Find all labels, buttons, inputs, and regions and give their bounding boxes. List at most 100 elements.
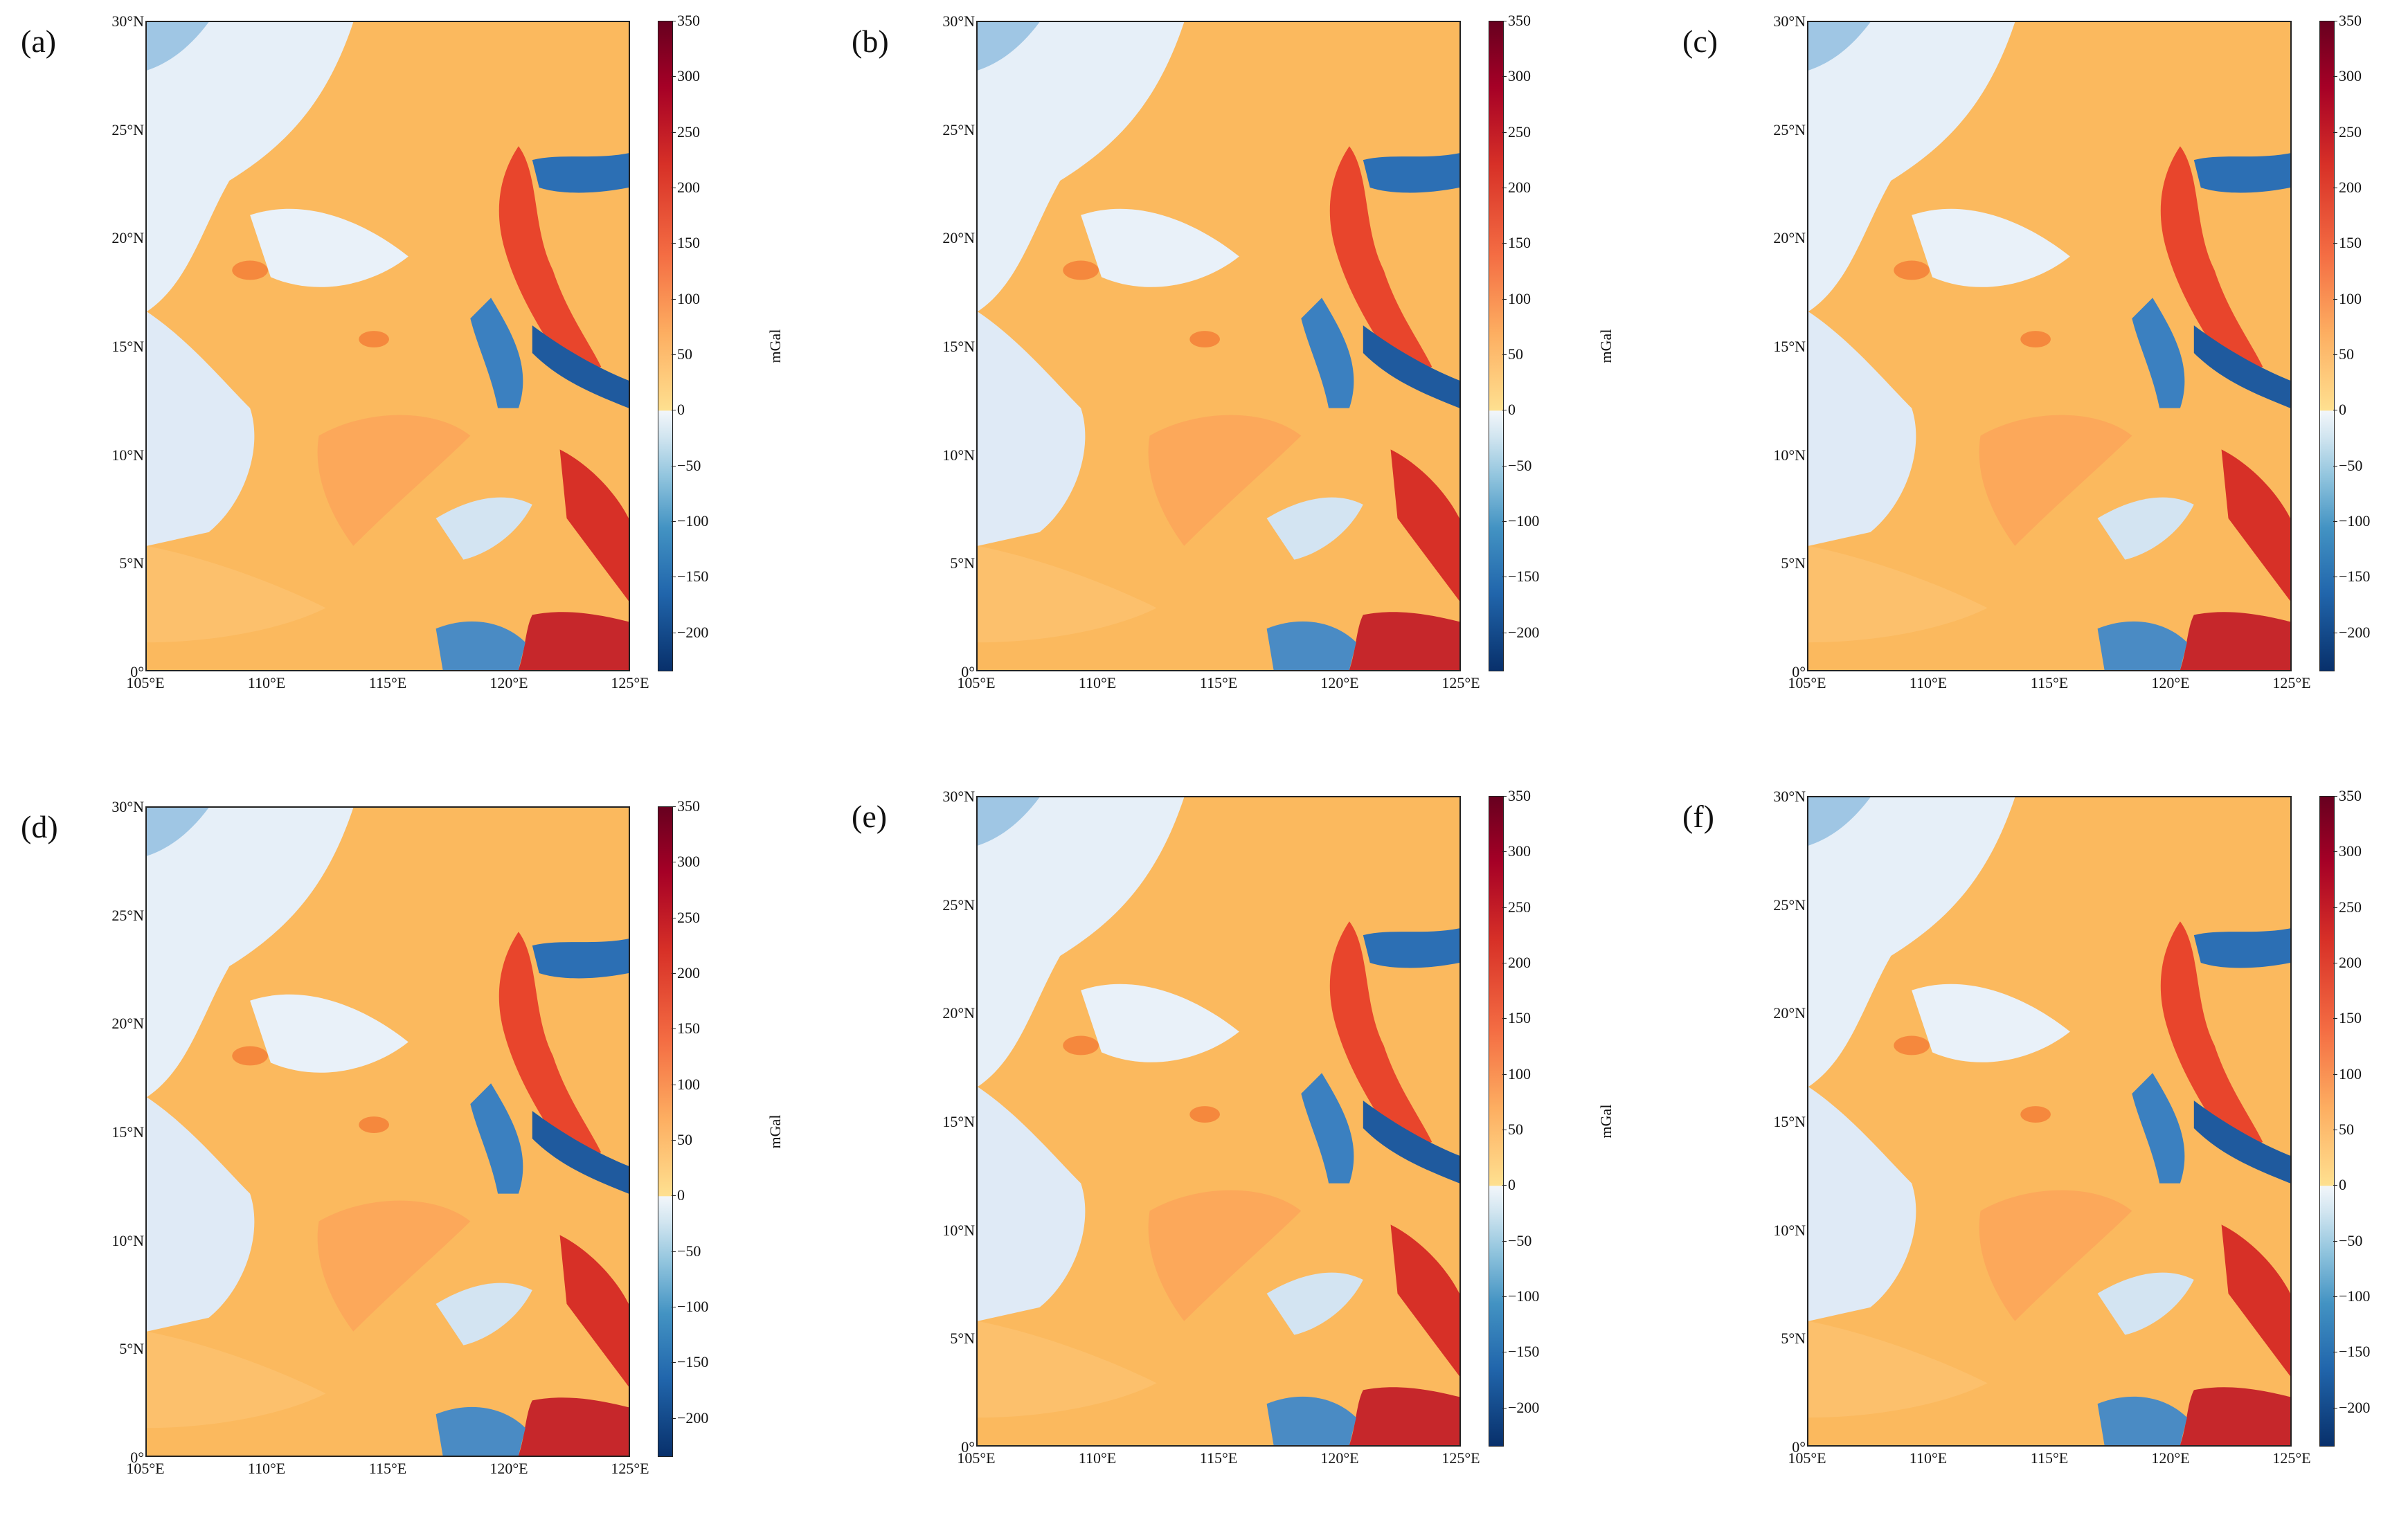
longitude-tick-label: 115°E [1199,674,1238,691]
anomaly-region [978,1087,1086,1321]
colorbar-tick-label: 100 [1502,289,1531,307]
colorbar-tick-label: 50 [1502,345,1523,363]
anomaly-region [147,311,255,546]
latitude-axis: 30°N 25°N 20°N 15°N 10°N 5°N 0° [907,788,975,1456]
longitude-tick-label: 115°E [368,1460,407,1477]
longitude-tick-label: 120°E [2151,674,2190,691]
anomaly-region [2180,1387,2290,1445]
anomaly-region [2160,146,2263,381]
colorbar-tick-label: 0 [2333,401,2346,419]
colorbar-tick-label: 150 [672,1020,700,1038]
colorbar-tick-label: 50 [1502,1121,1523,1139]
anomaly-region [1148,1190,1302,1321]
anomaly-region [1808,1087,1916,1321]
anomaly-region [1266,497,1363,560]
colorbar-tick-label: 250 [1502,898,1531,916]
colorbar-tick-label: 150 [2333,234,2362,252]
latitude-axis: 30°N 25°N 20°N 15°N 10°N 5°N 0° [1738,12,1806,680]
colorbar-tick-label: −200 [2333,1398,2371,1416]
colorbar-tick-label: −200 [1502,1398,1540,1416]
latitude-tick-label: 0° [961,663,975,680]
longitude-tick-label: 105°E [126,1460,165,1477]
colorbar-tick-label: −150 [1502,568,1540,586]
latitude-tick-label: 15°N [942,338,975,355]
anomaly-region [1363,325,1459,408]
gravity-anomaly-map [147,808,629,1456]
panel-label: (c) [1682,24,1718,59]
anomaly-region [435,621,525,670]
anomaly-region [2020,1106,2051,1123]
anomaly-region [250,994,408,1073]
colorbar-tick-label: 250 [672,123,700,141]
latitude-tick-label: 20°N [942,1004,975,1022]
latitude-tick-label: 20°N [111,229,144,247]
anomaly-region [559,449,629,601]
anomaly-region [1349,612,1459,670]
gravity-anomaly-map [1808,22,2290,670]
colorbar-tick-label: −50 [1502,1231,1532,1249]
anomaly-region [2097,1396,2187,1445]
anomaly-region [1979,415,2132,546]
anomaly-region [532,325,629,408]
latitude-tick-label: 10°N [1773,446,1806,464]
anomaly-region [2132,298,2185,408]
latitude-tick-label: 20°N [111,1015,144,1033]
colorbar-tick-label: −200 [2333,623,2371,641]
colorbar-tick-label: −100 [1502,1287,1540,1305]
anomaly-region [147,1331,326,1429]
colorbar-tick-label: 200 [1502,179,1531,197]
anomaly-region [1301,298,1354,408]
panel-label: (f) [1682,799,1714,834]
anomaly-region [435,1406,525,1456]
colorbar [2319,796,2335,1447]
colorbar-tick-label: 350 [1502,12,1531,29]
longitude-tick-label: 110°E [247,1460,286,1477]
colorbar-tick-label: 0 [1502,1176,1516,1194]
colorbar-tick-label: 100 [672,1075,700,1093]
gravity-anomaly-map [978,797,1459,1445]
anomaly-region [435,1283,532,1346]
anomaly-region [2193,325,2290,408]
colorbar-tick-label: −50 [671,456,701,474]
anomaly-region [1363,153,1459,193]
anomaly-region [1808,311,1916,546]
longitude-tick-label: 105°E [957,1449,996,1467]
anomaly-region [435,497,532,560]
colorbar-tick-label: 50 [672,1131,692,1149]
longitude-tick-label: 120°E [2151,1449,2190,1467]
anomaly-region [1301,1073,1354,1184]
latitude-axis: 30°N 25°N 20°N 15°N 10°N 5°N 0° [1738,788,1806,1456]
anomaly-region [2132,1073,2185,1184]
latitude-tick-label: 10°N [942,1221,975,1239]
longitude-tick-label: 105°E [126,674,165,691]
latitude-tick-label: 25°N [111,120,144,138]
anomaly-region [978,1321,1157,1418]
anomaly-region [559,1235,629,1387]
anomaly-region [1390,449,1459,601]
anomaly-region [147,808,354,1098]
anomaly-region [2097,621,2187,670]
colorbar-tick-label: 300 [672,67,700,85]
anomaly-region [2221,449,2290,601]
longitude-tick-label: 105°E [957,674,996,691]
anomaly-region [1329,146,1432,381]
anomaly-region [1063,260,1099,280]
panel-label: (a) [21,24,57,59]
anomaly-region [1912,208,2070,287]
map-frame [145,806,630,1457]
anomaly-region [232,260,268,280]
latitude-tick-label: 15°N [111,338,144,355]
longitude-axis: 105°E 110°E 115°E 120°E 125°E [126,1460,649,1480]
colorbar-unit-label: mGal [766,329,784,363]
anomaly-region [1266,621,1356,670]
latitude-tick-label: 30°N [111,12,144,30]
colorbar-tick-label: 350 [672,797,700,815]
longitude-tick-label: 115°E [368,674,407,691]
anomaly-region [2160,921,2263,1156]
anomaly-region [1266,1396,1356,1445]
colorbar-unit-label: mGal [766,1114,784,1149]
colorbar-tick-label: 300 [2333,67,2362,85]
longitude-axis: 105°E 110°E 115°E 120°E 125°E [957,1449,1480,1470]
latitude-tick-label: 30°N [942,12,975,30]
longitude-tick-label: 115°E [1199,1449,1238,1467]
